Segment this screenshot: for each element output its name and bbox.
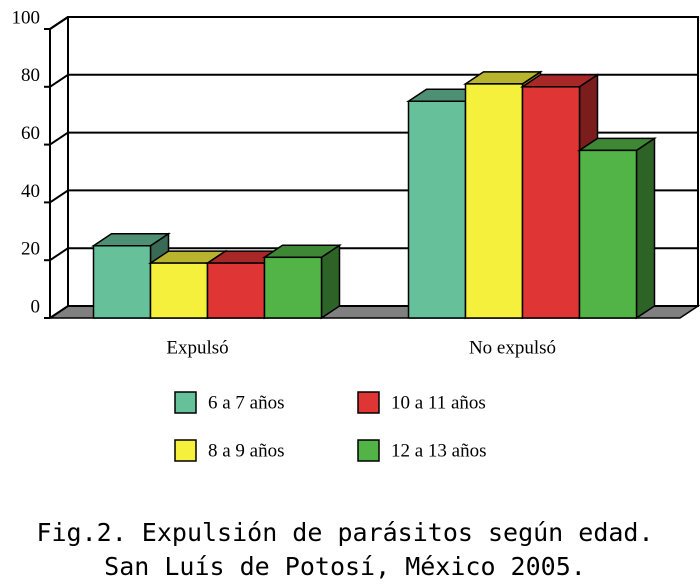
bar	[521, 86, 581, 319]
bar	[263, 256, 323, 319]
bar	[149, 262, 209, 319]
y-tick-label: 0	[31, 296, 41, 317]
grid-line	[49, 247, 69, 262]
grid-line	[49, 131, 69, 146]
y-tick-label: 80	[21, 65, 40, 86]
y-tick-label: 60	[21, 123, 40, 144]
caption-line: Fig.2. Expulsión de parásitos según edad…	[36, 518, 653, 547]
legend-swatch	[174, 439, 197, 462]
bar	[578, 149, 638, 319]
legend-swatch	[357, 391, 380, 414]
legend-label: 6 a 7 años	[208, 392, 285, 413]
legend-swatch	[174, 391, 197, 414]
y-tick-label: 100	[12, 7, 41, 28]
grid-line	[49, 305, 69, 319]
x-tick-label: No expulsó	[469, 337, 556, 358]
legend-label: 8 a 9 años	[208, 440, 285, 461]
bar	[92, 245, 152, 319]
legend-swatch	[357, 439, 380, 462]
bar	[206, 262, 266, 319]
y-tick-label: 40	[21, 181, 40, 202]
legend-label: 12 a 13 años	[391, 440, 487, 461]
bar	[407, 100, 467, 319]
x-tick-label: Expulsó	[166, 337, 228, 358]
y-tick-label: 20	[21, 239, 40, 260]
grid-line	[49, 73, 69, 88]
grid-line	[49, 16, 69, 30]
bar-side	[635, 136, 656, 320]
bar	[464, 83, 524, 319]
grid-line	[49, 189, 69, 204]
caption-line: San Luís de Potosí, México 2005.	[104, 552, 586, 581]
legend-label: 10 a 11 años	[391, 392, 486, 413]
